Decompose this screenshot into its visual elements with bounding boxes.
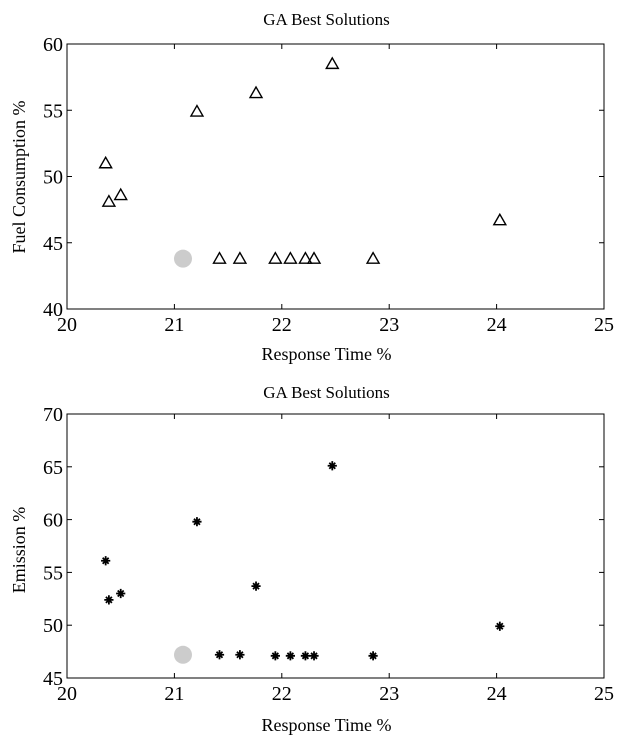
y-axis-label: Fuel Consumption % xyxy=(9,100,29,253)
data-point-triangle xyxy=(212,251,227,264)
data-point-triangle xyxy=(298,251,313,264)
x-tick-label: 20 xyxy=(57,683,77,705)
data-point-star-center xyxy=(330,463,335,468)
x-tick-label: 24 xyxy=(487,683,507,705)
x-tick-label: 21 xyxy=(164,314,184,336)
data-point-star-center xyxy=(303,653,308,658)
x-axis-label: Response Time % xyxy=(261,344,391,364)
x-tick-label: 22 xyxy=(272,683,292,705)
data-point-triangle xyxy=(283,251,298,264)
y-tick-label: 55 xyxy=(43,100,63,122)
chart-emission: GA Best Solutions Response Time % Emissi… xyxy=(9,383,614,735)
data-point-triangle xyxy=(306,251,322,264)
data-point-triangle xyxy=(365,251,381,264)
data-point-circle xyxy=(173,645,192,664)
data-point-triangle xyxy=(492,212,508,226)
data-point-circle xyxy=(173,249,192,268)
x-tick-label: 23 xyxy=(379,683,399,705)
y-tick-label: 65 xyxy=(43,457,63,479)
chart-title: GA Best Solutions xyxy=(263,10,390,29)
chart-title: GA Best Solutions xyxy=(263,383,390,402)
y-axis-label: Emission % xyxy=(9,507,29,594)
y-tick-label: 45 xyxy=(43,233,63,255)
x-tick-label: 25 xyxy=(594,314,614,336)
data-point-star-center xyxy=(237,652,242,657)
y-tick-label: 55 xyxy=(43,562,63,584)
y-tick-label: 70 xyxy=(43,404,63,426)
data-point-star-center xyxy=(118,591,123,596)
x-tick-label: 25 xyxy=(594,683,614,705)
data-point-star-center xyxy=(273,653,278,658)
data-point-triangle xyxy=(232,251,248,264)
data-point-triangle xyxy=(113,187,128,201)
y-tick-label: 45 xyxy=(43,668,63,690)
x-axis-label: Response Time % xyxy=(261,715,391,735)
y-tick-label: 60 xyxy=(43,510,63,532)
data-point-star-center xyxy=(106,597,111,602)
data-point-star-center xyxy=(312,653,317,658)
y-tick-label: 50 xyxy=(43,615,63,637)
data-point-star-center xyxy=(103,558,108,563)
x-tick-label: 21 xyxy=(164,683,184,705)
data-point-star-center xyxy=(371,653,376,658)
plot-frame xyxy=(66,413,605,679)
x-tick-label: 20 xyxy=(57,314,77,336)
data-point-star-center xyxy=(288,653,293,658)
x-tick-label: 23 xyxy=(379,314,399,336)
data-point-triangle xyxy=(248,85,264,99)
y-tick-label: 60 xyxy=(43,34,63,56)
plot-frame xyxy=(66,43,605,310)
data-point-star-center xyxy=(194,519,199,524)
data-point-triangle xyxy=(101,194,117,207)
data-point-triangle xyxy=(98,155,113,169)
data-point-star-center xyxy=(497,624,502,629)
data-point-triangle xyxy=(325,56,340,70)
chart-fuel-consumption: GA Best Solutions Response Time % Fuel C… xyxy=(9,10,614,364)
data-point-star-center xyxy=(254,584,259,589)
x-tick-label: 24 xyxy=(487,314,507,336)
data-point-triangle xyxy=(189,104,205,117)
x-tick-label: 22 xyxy=(272,314,292,336)
data-point-star-center xyxy=(217,652,222,657)
y-tick-label: 40 xyxy=(43,299,63,321)
y-tick-label: 50 xyxy=(43,167,63,189)
data-point-triangle xyxy=(268,251,283,264)
